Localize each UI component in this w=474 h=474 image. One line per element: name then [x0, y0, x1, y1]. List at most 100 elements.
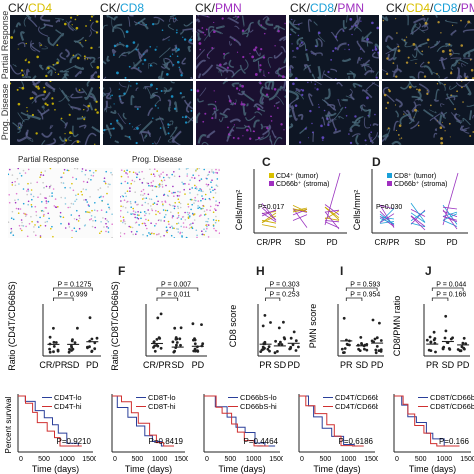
paired-line [410, 210, 426, 222]
tick-label: 1000 [152, 456, 168, 463]
cell-dot [93, 209, 96, 211]
data-point [429, 340, 433, 344]
cell-dot [166, 174, 168, 176]
data-point [292, 330, 296, 334]
cell-dot [213, 208, 216, 210]
cell-dot [216, 178, 219, 180]
comparison-bracket [53, 297, 74, 301]
column-header-segment: PM [460, 1, 474, 15]
cell-dot [89, 218, 91, 221]
comparison-pvalue: P = 0.044 [436, 282, 466, 289]
cell-dot [72, 203, 75, 205]
cell-dot [50, 184, 52, 187]
cell-dot [19, 172, 21, 175]
cell-dot [163, 234, 165, 237]
cell-dot [143, 197, 145, 200]
cell-dot [64, 197, 66, 199]
cell-dot [206, 209, 208, 211]
cell-dot [145, 197, 148, 199]
legend-entry: CD8T/CD66bS-lo [430, 393, 474, 402]
cell-dot [161, 180, 164, 183]
cell-dot [103, 177, 106, 179]
cell-dot [71, 182, 73, 185]
cell-dot [174, 205, 176, 208]
cell-dot [204, 198, 207, 201]
tick-label: 0 [395, 456, 399, 463]
cell-dot [51, 195, 53, 197]
cell-dot [195, 186, 198, 188]
cell-dot [105, 230, 107, 233]
tick-label: SD [294, 238, 305, 247]
cell-dot [18, 183, 20, 185]
cell-dot [164, 200, 166, 202]
cell-dot [139, 178, 141, 181]
cell-dot [60, 176, 62, 179]
comparison-pvalue: P = 0.593 [350, 282, 380, 289]
spatial-map-prog-disease [119, 167, 221, 239]
data-point [273, 351, 277, 355]
legend-swatch-cd4 [269, 173, 274, 178]
cell-dot [131, 226, 134, 229]
cell-dot [171, 225, 173, 228]
data-point [274, 339, 277, 343]
survival-curve [204, 395, 269, 447]
legend-swatch-cd66b [269, 181, 274, 186]
paired-line [292, 209, 308, 216]
cell-dot [14, 184, 17, 187]
data-point [267, 345, 271, 348]
cell-dot [123, 232, 126, 235]
data-point [443, 336, 447, 340]
cell-dot [48, 187, 51, 189]
legend-entry: CD8T/CD66bS-hi [430, 402, 474, 411]
cell-dot [162, 204, 164, 207]
cell-dot [173, 227, 175, 230]
cell-dot [162, 203, 164, 205]
cell-dot [142, 233, 144, 236]
tick-label: PD [287, 360, 300, 370]
cell-dot [191, 227, 194, 230]
tick-label: 500 [415, 456, 427, 463]
cell-dot [106, 192, 108, 195]
cell-dot [181, 181, 183, 184]
cell-dot [27, 182, 29, 185]
cell-dot [206, 177, 208, 180]
cell-dot [169, 226, 171, 229]
cell-dot [191, 199, 193, 201]
cell-dot [216, 185, 219, 187]
cell-dot [45, 185, 48, 188]
cell-dot [26, 235, 29, 238]
cell-dot [215, 215, 217, 218]
cell-dot [35, 234, 37, 237]
cell-dot [76, 167, 79, 170]
cell-dot [136, 214, 139, 216]
cell-dot [214, 221, 217, 224]
cell-dot [107, 186, 109, 188]
cell-dot [146, 182, 148, 184]
data-point [429, 349, 433, 352]
cell-dot [126, 173, 129, 175]
data-point [460, 345, 464, 349]
cell-dot [158, 185, 161, 188]
cell-dot [53, 205, 56, 207]
tick-label: 0 [19, 456, 23, 463]
comparison-bracket [53, 287, 93, 291]
cell-dot [74, 200, 76, 202]
cell-dot [83, 225, 86, 227]
cell-dot [67, 169, 70, 172]
cell-dot [162, 171, 164, 174]
dot-plot-ylabel: CD8 score [228, 305, 238, 348]
tick-label: 1000 [246, 456, 262, 463]
cell-dot [122, 221, 124, 224]
paired-line [324, 209, 340, 213]
cell-dot [21, 221, 23, 224]
cell-dot [23, 212, 25, 215]
cell-dot [76, 209, 78, 212]
cell-dot [188, 183, 190, 185]
cell-dot [179, 232, 181, 235]
cell-dot [163, 220, 166, 222]
paired-line [410, 202, 426, 223]
data-point [71, 347, 75, 351]
survival-curve [394, 395, 460, 447]
cell-dot [102, 217, 104, 219]
cell-dot [85, 211, 87, 213]
